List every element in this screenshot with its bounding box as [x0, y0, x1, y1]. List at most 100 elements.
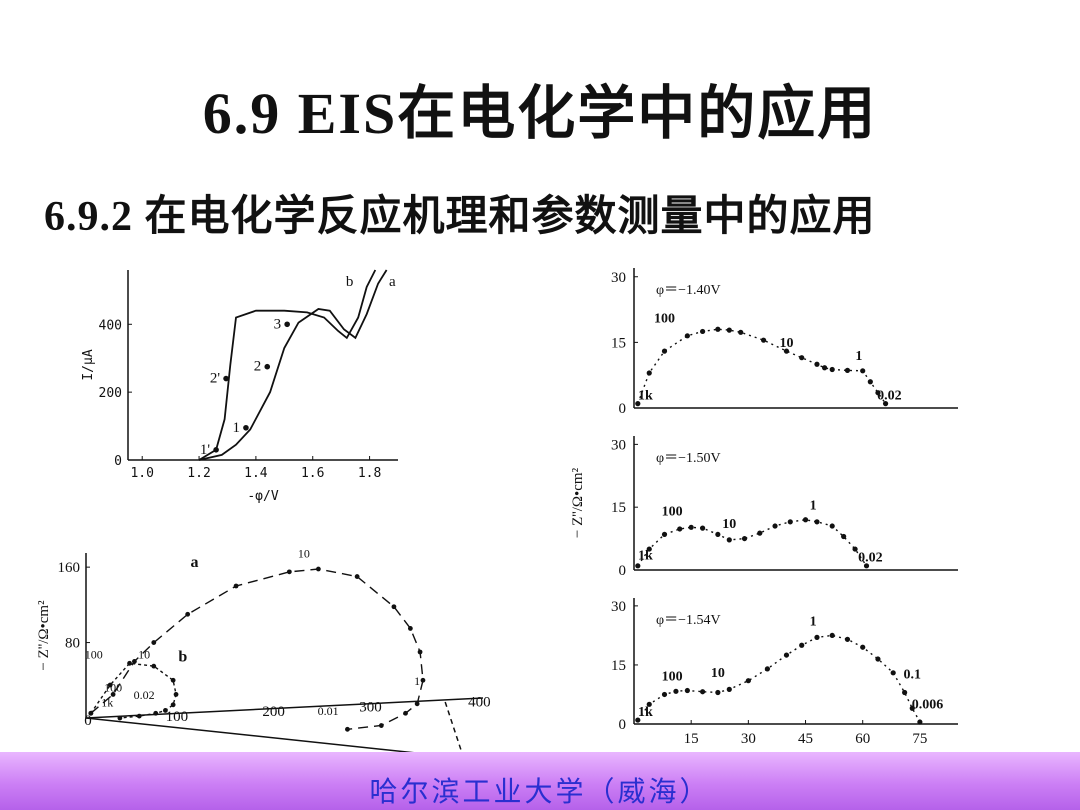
data-point [354, 574, 360, 579]
x-tick-label: 1.4 [244, 466, 268, 481]
data-point [127, 660, 132, 666]
data-point [661, 691, 668, 698]
data-point [173, 692, 179, 697]
panel-series-line [637, 519, 868, 567]
data-point [745, 678, 751, 684]
y-tick-label: 15 [611, 658, 626, 674]
x-axis-label: -φ/V [247, 489, 278, 504]
footer-band [0, 752, 1080, 810]
point-label: 10 [711, 666, 725, 681]
y-tick-label: 0 [114, 454, 122, 469]
point-label: 0.02 [134, 688, 155, 702]
data-point [117, 715, 123, 721]
point-label: 100 [85, 648, 103, 662]
point-label: 1 [414, 674, 420, 688]
data-point [284, 321, 290, 328]
x-tick-label: 15 [684, 731, 699, 747]
data-point [673, 688, 679, 694]
data-point [635, 401, 641, 407]
data-point [741, 535, 748, 542]
point-label: 10 [779, 336, 793, 351]
potential-label: φ＝−1.40V [656, 283, 721, 298]
lower-axis [85, 717, 464, 759]
data-point [715, 326, 721, 332]
point-label: 100 [662, 670, 683, 685]
x-tick-label: 300 [359, 699, 382, 715]
data-point [841, 533, 847, 540]
x-tick-label: 100 [166, 709, 189, 725]
data-point [243, 424, 249, 431]
point-label: 0.006 [912, 697, 944, 712]
y-tick-label: 30 [611, 437, 626, 453]
data-point [132, 659, 137, 664]
data-point [700, 328, 706, 335]
point-label: 1 [810, 615, 817, 630]
data-point [407, 626, 413, 631]
x-tick-label: 1.8 [358, 466, 381, 481]
data-point [882, 401, 889, 407]
data-point [170, 677, 176, 683]
data-point [802, 517, 809, 523]
data-point [700, 525, 706, 531]
x-tick-label: 400 [468, 694, 491, 710]
point-label: 1 [855, 349, 862, 364]
potential-label: φ＝−1.50V [656, 451, 721, 466]
y-tick-label: 30 [611, 270, 626, 286]
data-point [715, 689, 721, 696]
data-point [136, 713, 142, 719]
footer-institution: 哈尔滨工业大学（威海） [369, 775, 711, 808]
nyquist-ab-chart-svg: 010020030040080160Z'/Ω•cm²− Z''/Ω•cm²a10… [36, 547, 491, 780]
data-point [420, 677, 426, 683]
data-point [345, 726, 350, 732]
x-tick-label: 200 [262, 704, 285, 720]
point-label: 0.02 [858, 551, 883, 566]
point-label: 1k [638, 705, 653, 720]
x-tick-label: 0 [84, 713, 92, 729]
y-tick-label: 80 [65, 636, 80, 652]
data-point [761, 337, 767, 343]
point-label: 10 [298, 547, 310, 561]
data-point [378, 723, 384, 728]
data-point [391, 604, 397, 610]
data-point [684, 333, 690, 339]
data-point [151, 663, 157, 669]
x-tick-label: 60 [855, 731, 870, 747]
y-tick-label: 15 [611, 335, 626, 351]
data-point [772, 523, 778, 529]
data-point [844, 636, 851, 642]
data-point [107, 682, 113, 688]
data-point [852, 546, 858, 552]
point-label: 10 [138, 648, 150, 662]
data-point [799, 642, 805, 648]
data-point [757, 530, 763, 536]
data-point [814, 519, 820, 525]
data-point [829, 366, 835, 373]
nyquist-ab-chart: 010020030040080160Z'/Ω•cm²− Z''/Ω•cm²a10… [28, 535, 508, 785]
x-tick-label: 75 [912, 731, 927, 747]
y-tick-label: 0 [619, 401, 627, 417]
point-label: 1k [101, 696, 113, 710]
y-axis-label: − Z''/Ω•cm² [570, 467, 586, 538]
data-point [783, 652, 790, 658]
y-tick-label: 400 [99, 318, 122, 333]
series-line-b [198, 269, 377, 461]
point-label: 100 [654, 312, 675, 327]
y-tick-label: 15 [611, 500, 626, 516]
data-point [635, 563, 641, 569]
data-point [153, 710, 159, 716]
data-point [170, 702, 176, 708]
data-point [829, 632, 835, 639]
data-point [315, 566, 321, 572]
data-point [417, 649, 423, 655]
point-label: 1 [232, 420, 240, 436]
data-point [414, 701, 420, 707]
curve-label: b [346, 274, 354, 290]
data-point [264, 363, 271, 370]
data-point [635, 717, 641, 723]
data-point [890, 670, 896, 676]
y-tick-label: 0 [619, 563, 627, 579]
data-point [185, 611, 191, 617]
data-point [684, 687, 690, 694]
data-point [875, 390, 881, 396]
